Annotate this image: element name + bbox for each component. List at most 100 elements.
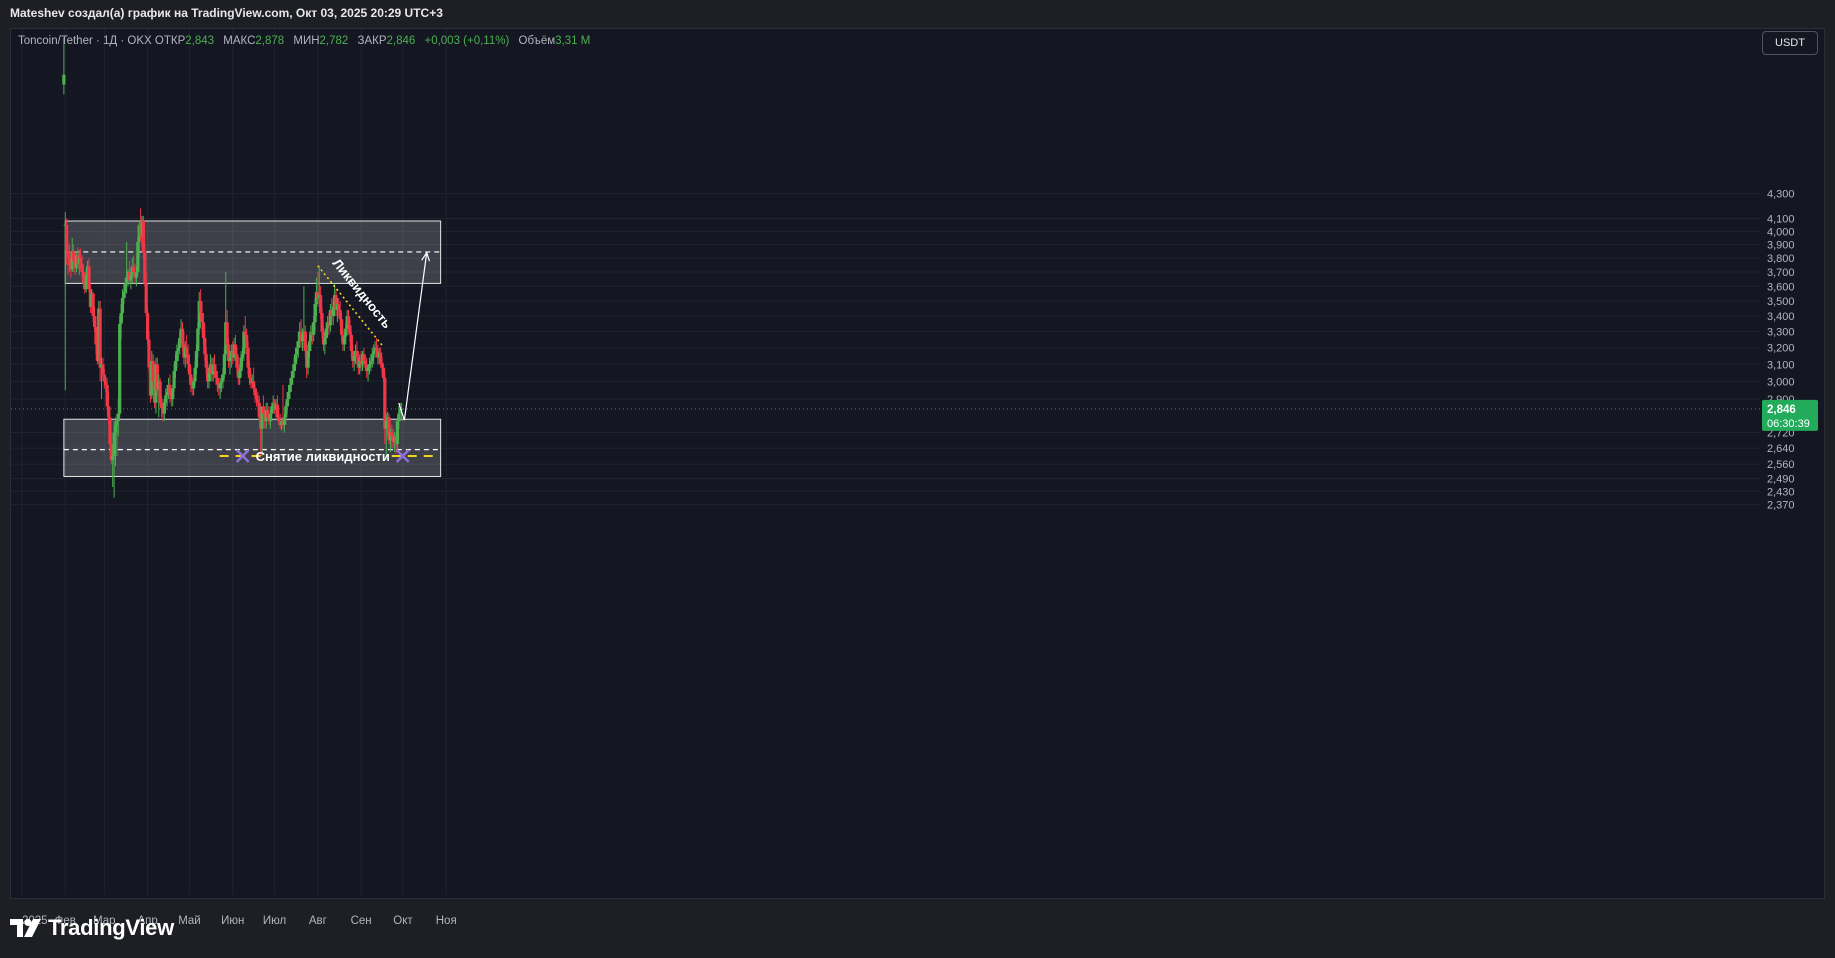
chart-pane[interactable] <box>10 28 1825 899</box>
price-badge-bg <box>1762 399 1818 431</box>
candle-body <box>219 381 224 384</box>
candle <box>144 272 148 317</box>
candle-body <box>261 406 266 414</box>
candle-body <box>112 432 116 457</box>
footer-brand[interactable]: TradingView <box>10 910 174 946</box>
candle <box>158 377 162 407</box>
price-tick-label: 4,300 <box>1767 189 1795 201</box>
candle <box>141 215 146 259</box>
candle-body <box>136 241 140 272</box>
candle-body <box>256 399 260 403</box>
candle-body <box>67 258 72 265</box>
candle-body <box>186 354 190 365</box>
candle <box>254 388 259 407</box>
candle-body <box>383 377 387 429</box>
candle-body <box>225 322 229 345</box>
candle-body <box>233 344 238 355</box>
candle-body <box>268 413 272 422</box>
price-tick-label: 3,300 <box>1767 327 1795 339</box>
candle-body <box>165 391 169 396</box>
candle-body <box>324 328 328 339</box>
candle-body <box>369 360 373 365</box>
candle-body <box>348 325 352 335</box>
candle-body <box>65 224 69 252</box>
candle-body <box>252 381 256 389</box>
candle-body <box>270 406 274 414</box>
candle <box>98 300 102 382</box>
candle <box>226 338 231 368</box>
candle-body <box>367 364 372 368</box>
candle-body <box>355 350 359 358</box>
candle-body <box>194 350 199 368</box>
candle-body <box>81 272 86 284</box>
time-tick-label: Ноя <box>436 915 457 927</box>
candle-body <box>313 303 317 323</box>
candle-body <box>352 355 356 361</box>
candle-body <box>172 371 176 389</box>
candle-body <box>143 252 147 284</box>
candle-body <box>212 364 217 372</box>
open-label: ОТКР <box>154 35 186 47</box>
candle-body <box>293 354 298 365</box>
candle <box>113 417 118 467</box>
candle-body <box>151 360 155 382</box>
time-tick-label: Мар <box>93 915 116 927</box>
candle <box>105 377 109 410</box>
low-label: МИН <box>293 35 320 47</box>
candle <box>275 395 279 422</box>
candle-body <box>295 347 299 355</box>
candle-body <box>72 251 76 261</box>
candle-body <box>226 344 231 361</box>
candle-body <box>120 298 125 314</box>
candle-body <box>158 381 162 403</box>
candle-body <box>62 74 66 85</box>
price-tick-label: 3,500 <box>1767 296 1795 308</box>
candle-body <box>162 402 166 414</box>
candle-body <box>102 374 106 382</box>
tradingview-logo-icon <box>10 919 41 937</box>
candle-body <box>218 383 222 389</box>
candles-layer <box>62 37 404 498</box>
candle <box>362 347 366 368</box>
candle-body <box>246 347 250 368</box>
candle <box>309 325 313 351</box>
candle-body <box>222 354 226 375</box>
candle <box>367 357 372 375</box>
candle-body <box>168 384 172 396</box>
candle <box>249 371 253 389</box>
price-badge-countdown: 06:30:39 <box>1767 418 1810 430</box>
candle-body <box>192 381 196 389</box>
candle-body <box>338 310 342 320</box>
candle-body <box>94 326 98 345</box>
grid-lines <box>11 29 1760 895</box>
candle-body <box>257 402 261 418</box>
author-caption: Mateshev создал(а) график на TradingView… <box>10 6 443 20</box>
candle <box>102 369 106 389</box>
candle-body <box>320 313 324 332</box>
candle-body <box>145 313 150 340</box>
candle-body <box>312 322 316 335</box>
candle-body <box>204 354 208 368</box>
candle <box>136 236 140 275</box>
candle-body <box>141 221 146 253</box>
low-value: 2,782 <box>319 35 349 47</box>
candle-body <box>115 421 119 425</box>
candle-body <box>314 292 319 304</box>
candle <box>284 402 288 425</box>
candle-body <box>346 316 351 326</box>
candle <box>242 325 246 361</box>
price-tick-label: 4,000 <box>1767 226 1795 238</box>
candle-body <box>309 331 313 342</box>
price-tick-label: 3,900 <box>1767 240 1795 252</box>
currency-button[interactable]: USDT <box>1762 31 1818 55</box>
candle-body <box>277 417 281 422</box>
candle-body <box>66 251 70 259</box>
time-tick-label: Сен <box>351 915 372 927</box>
sweep-label: Снятие ликвидности <box>256 449 390 464</box>
candle-body <box>284 406 288 418</box>
candle-body <box>339 319 344 335</box>
candle-body <box>176 347 180 351</box>
candle-body <box>189 374 193 385</box>
candle-body <box>105 384 109 407</box>
